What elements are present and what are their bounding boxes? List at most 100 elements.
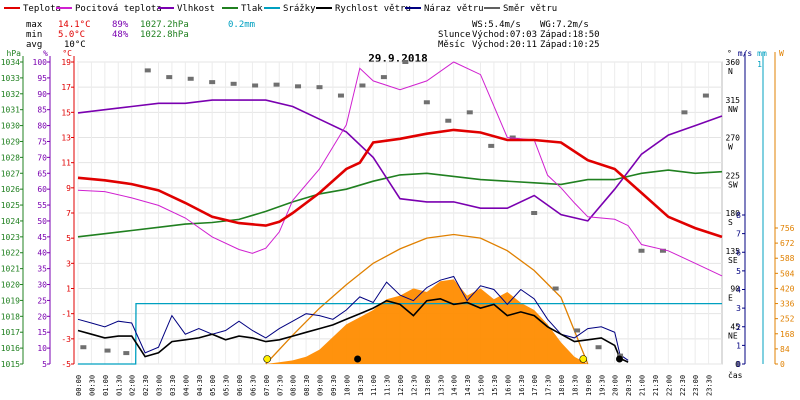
wind-direction-point bbox=[337, 93, 344, 98]
moon-label: Měsíc bbox=[438, 40, 465, 50]
wind-direction-point bbox=[402, 60, 409, 64]
wind-direction-point bbox=[295, 84, 302, 89]
rain-line bbox=[78, 302, 722, 365]
x-tick-42: 21:00 bbox=[639, 375, 647, 396]
stats-block: max 14.1°C 89% 1027.2hPa 0.2mm min 5.0°C… bbox=[26, 20, 255, 50]
x-tick-34: 17:00 bbox=[531, 375, 539, 396]
humidity-tick-9: 55 bbox=[37, 201, 47, 210]
wind-tick-3: 5 bbox=[736, 267, 741, 276]
temperature-tick-12: -5 bbox=[61, 360, 71, 369]
x-tick-16: 08:00 bbox=[290, 375, 298, 396]
sun-label: Slunce bbox=[438, 30, 471, 40]
temperature-tick-2: 15 bbox=[61, 108, 71, 117]
x-tick-2: 01:00 bbox=[102, 375, 110, 396]
sun-set: Západ:18:50 bbox=[540, 30, 600, 40]
stats-max-label: max bbox=[26, 20, 43, 30]
temperature-tick-4: 11 bbox=[61, 159, 71, 168]
wind-tick-0: 8 bbox=[736, 211, 741, 220]
temperature-tick-11: -3 bbox=[61, 335, 71, 344]
temperature-tick-9: 1 bbox=[66, 285, 71, 294]
humidity-tick-5: 75 bbox=[37, 137, 47, 146]
x-tick-11: 05:30 bbox=[223, 375, 231, 396]
humidity-tick-1: 95 bbox=[37, 74, 47, 83]
humidity-tick-13: 35 bbox=[37, 265, 47, 274]
humidity-tick-6: 70 bbox=[37, 153, 47, 162]
x-tick-22: 11:00 bbox=[370, 375, 378, 396]
pressure-tick-7: 1027 bbox=[1, 169, 20, 178]
wind-direction-point bbox=[80, 345, 87, 350]
direction-tick-2: 270 bbox=[726, 134, 741, 143]
rain-unit: mm bbox=[757, 49, 767, 58]
x-tick-45: 22:30 bbox=[679, 375, 687, 396]
wind-tick-5: 3 bbox=[736, 304, 741, 313]
wind-direction-point bbox=[359, 83, 366, 88]
x-tick-1: 00:30 bbox=[88, 375, 96, 396]
temperature-tick-10: -1 bbox=[61, 310, 71, 319]
plot-area bbox=[77, 60, 723, 365]
x-tick-24: 12:00 bbox=[397, 375, 405, 396]
wind-direction-point bbox=[166, 75, 173, 80]
pressure-tick-16: 1018 bbox=[1, 312, 20, 321]
humidity-tick-11: 45 bbox=[37, 233, 47, 242]
x-tick-44: 22:00 bbox=[665, 375, 673, 396]
direction-label-2: W bbox=[728, 143, 733, 152]
humidity-line bbox=[77, 99, 723, 222]
wind-direction-point bbox=[104, 348, 111, 353]
stats-min-hum: 48% bbox=[112, 30, 129, 40]
stats-avg-temp: 10°C bbox=[64, 40, 86, 50]
humidity-tick-2: 90 bbox=[37, 90, 47, 99]
wind-wg: WG:7.2m/s bbox=[540, 20, 589, 30]
x-tick-20: 10:00 bbox=[343, 375, 351, 396]
stats-min-temp: 5.0°C bbox=[58, 30, 85, 40]
temperature-tick-3: 13 bbox=[61, 134, 71, 143]
solar-tick-5: 336 bbox=[780, 300, 795, 309]
pressure-tick-18: 1016 bbox=[1, 344, 20, 353]
direction-tick-1: 315 bbox=[726, 96, 741, 105]
humidity-tick-8: 60 bbox=[37, 185, 47, 194]
direction-tick-6: 90 bbox=[730, 285, 740, 294]
x-tick-17: 08:30 bbox=[303, 375, 311, 396]
temperature-tick-6: 7 bbox=[66, 209, 71, 218]
pressure-tick-15: 1019 bbox=[1, 296, 20, 305]
pressure-tick-3: 1031 bbox=[1, 106, 20, 115]
stats-avg-label: avg bbox=[26, 40, 42, 50]
wind-unit: m/s bbox=[738, 49, 753, 58]
humidity-tick-7: 65 bbox=[37, 169, 47, 178]
pressure-tick-17: 1017 bbox=[1, 328, 20, 337]
pressure-tick-10: 1024 bbox=[1, 217, 20, 226]
x-tick-29: 14:30 bbox=[464, 375, 472, 396]
wind-direction-point bbox=[638, 248, 645, 253]
x-tick-8: 04:00 bbox=[182, 375, 190, 396]
x-tick-36: 18:00 bbox=[558, 375, 566, 396]
x-tick-28: 14:00 bbox=[451, 375, 459, 396]
x-tick-25: 12:30 bbox=[410, 375, 418, 396]
direction-tick-7: 45 bbox=[730, 322, 740, 331]
legend-label-6: Náraz větru bbox=[424, 4, 484, 14]
wind-direction-point bbox=[230, 81, 237, 86]
x-tick-12: 06:00 bbox=[236, 375, 244, 396]
legend-label-7: Směr větru bbox=[503, 4, 557, 14]
humidity-unit: % bbox=[43, 49, 48, 58]
x-tick-23: 11:30 bbox=[384, 375, 392, 396]
pressure-tick-11: 1023 bbox=[1, 233, 20, 242]
x-tick-7: 03:30 bbox=[169, 375, 177, 396]
humidity-tick-0: 100 bbox=[33, 58, 48, 67]
pressure-tick-13: 1021 bbox=[1, 265, 20, 274]
legend-label-1: Pocitová teplota bbox=[75, 4, 162, 14]
humidity-tick-18: 10 bbox=[37, 344, 47, 353]
x-tick-33: 16:30 bbox=[518, 375, 526, 396]
wind-direction-point bbox=[488, 143, 495, 148]
direction-label-5: SE bbox=[728, 256, 738, 265]
x-tick-0: 00:00 bbox=[75, 375, 83, 396]
x-tick-31: 15:30 bbox=[491, 375, 499, 396]
legend-label-4: Srážky bbox=[283, 4, 316, 14]
wind-direction-point bbox=[702, 93, 709, 98]
direction-tick-3: 225 bbox=[726, 171, 741, 180]
stats-max-hum: 89% bbox=[112, 20, 129, 30]
pressure-tick-12: 1022 bbox=[1, 249, 20, 258]
x-tick-10: 05:00 bbox=[209, 375, 217, 396]
direction-label-0: N bbox=[728, 67, 733, 76]
x-tick-13: 06:30 bbox=[249, 375, 257, 396]
pressure-tick-4: 1030 bbox=[1, 122, 20, 131]
x-tick-3: 01:30 bbox=[115, 375, 123, 396]
